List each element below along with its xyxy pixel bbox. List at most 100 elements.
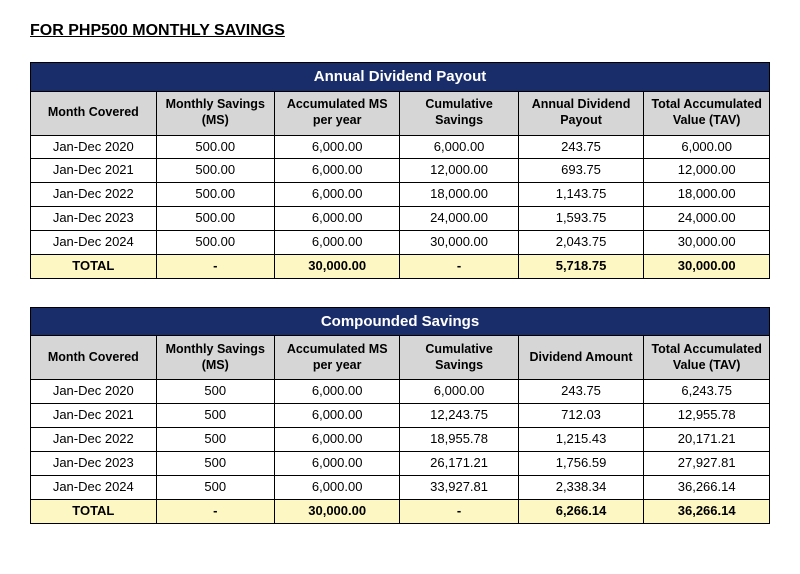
cell: Jan-Dec 2023	[31, 452, 157, 476]
table1-col-2: Accumulated MS per year	[274, 91, 400, 135]
cell: 18,000.00	[644, 183, 770, 207]
cell: 18,000.00	[400, 183, 518, 207]
cell: 500.00	[156, 207, 274, 231]
cell: 500	[156, 428, 274, 452]
table-row: Jan-Dec 2024500.006,000.0030,000.002,043…	[31, 231, 770, 255]
cell: Jan-Dec 2020	[31, 380, 157, 404]
cell: 6,000.00	[274, 159, 400, 183]
cell: 27,927.81	[644, 452, 770, 476]
cell: 500	[156, 404, 274, 428]
cell: 30,000.00	[400, 231, 518, 255]
cell: Jan-Dec 2022	[31, 428, 157, 452]
cell: 693.75	[518, 159, 644, 183]
table-row: Jan-Dec 2022500.006,000.0018,000.001,143…	[31, 183, 770, 207]
cell: 500	[156, 452, 274, 476]
table2-col-3: Cumulative Savings	[400, 336, 518, 380]
cell: 500	[156, 475, 274, 499]
cell: 6,000.00	[274, 380, 400, 404]
table-row: Jan-Dec 20215006,000.0012,243.75712.0312…	[31, 404, 770, 428]
total-cell: 30,000.00	[644, 254, 770, 278]
table-row: Jan-Dec 20205006,000.006,000.00243.756,2…	[31, 380, 770, 404]
cell: 500.00	[156, 183, 274, 207]
table1-col-5: Total Accumulated Value (TAV)	[644, 91, 770, 135]
cell: Jan-Dec 2020	[31, 135, 157, 159]
cell: 30,000.00	[644, 231, 770, 255]
cell: 12,000.00	[400, 159, 518, 183]
total-cell: -	[400, 499, 518, 523]
cell: 6,000.00	[274, 428, 400, 452]
table2-col-1: Monthly Savings (MS)	[156, 336, 274, 380]
table1-col-4: Annual Dividend Payout	[518, 91, 644, 135]
cell: Jan-Dec 2022	[31, 183, 157, 207]
table1-col-0: Month Covered	[31, 91, 157, 135]
cell: 26,171.21	[400, 452, 518, 476]
total-cell: TOTAL	[31, 499, 157, 523]
table-row: Jan-Dec 20235006,000.0026,171.211,756.59…	[31, 452, 770, 476]
cell: 1,756.59	[518, 452, 644, 476]
cell: 712.03	[518, 404, 644, 428]
cell: Jan-Dec 2024	[31, 231, 157, 255]
cell: 2,043.75	[518, 231, 644, 255]
table1-total-row: TOTAL-30,000.00-5,718.7530,000.00	[31, 254, 770, 278]
cell: 6,000.00	[274, 135, 400, 159]
cell: 6,000.00	[274, 452, 400, 476]
cell: 6,243.75	[644, 380, 770, 404]
cell: 1,593.75	[518, 207, 644, 231]
cell: 24,000.00	[644, 207, 770, 231]
compounded-savings-table: Compounded Savings Month Covered Monthly…	[30, 307, 770, 524]
table-row: Jan-Dec 2020500.006,000.006,000.00243.75…	[31, 135, 770, 159]
cell: 20,171.21	[644, 428, 770, 452]
total-cell: 6,266.14	[518, 499, 644, 523]
cell: Jan-Dec 2021	[31, 404, 157, 428]
cell: 33,927.81	[400, 475, 518, 499]
table2-col-4: Dividend Amount	[518, 336, 644, 380]
cell: 243.75	[518, 380, 644, 404]
total-cell: 30,000.00	[274, 254, 400, 278]
total-cell: 36,266.14	[644, 499, 770, 523]
cell: 6,000.00	[274, 207, 400, 231]
table2-header-row: Month Covered Monthly Savings (MS) Accum…	[31, 336, 770, 380]
cell: 6,000.00	[400, 380, 518, 404]
total-cell: -	[156, 254, 274, 278]
total-cell: -	[400, 254, 518, 278]
cell: 500	[156, 380, 274, 404]
cell: 243.75	[518, 135, 644, 159]
cell: 1,215.43	[518, 428, 644, 452]
cell: 6,000.00	[274, 183, 400, 207]
cell: 24,000.00	[400, 207, 518, 231]
cell: 36,266.14	[644, 475, 770, 499]
cell: 18,955.78	[400, 428, 518, 452]
table-row: Jan-Dec 20245006,000.0033,927.812,338.34…	[31, 475, 770, 499]
table-row: Jan-Dec 2023500.006,000.0024,000.001,593…	[31, 207, 770, 231]
page-title: FOR PHP500 MONTHLY SAVINGS	[30, 22, 770, 40]
table1-col-1: Monthly Savings (MS)	[156, 91, 274, 135]
cell: 500.00	[156, 159, 274, 183]
total-cell: -	[156, 499, 274, 523]
cell: 6,000.00	[400, 135, 518, 159]
total-cell: TOTAL	[31, 254, 157, 278]
annual-dividend-table: Annual Dividend Payout Month Covered Mon…	[30, 62, 770, 279]
table1-header-row: Month Covered Monthly Savings (MS) Accum…	[31, 91, 770, 135]
total-cell: 30,000.00	[274, 499, 400, 523]
cell: Jan-Dec 2024	[31, 475, 157, 499]
cell: 6,000.00	[644, 135, 770, 159]
table1-col-3: Cumulative Savings	[400, 91, 518, 135]
table-row: Jan-Dec 20225006,000.0018,955.781,215.43…	[31, 428, 770, 452]
cell: Jan-Dec 2023	[31, 207, 157, 231]
table1-banner: Annual Dividend Payout	[31, 63, 770, 92]
table2-col-5: Total Accumulated Value (TAV)	[644, 336, 770, 380]
table2-col-2: Accumulated MS per year	[274, 336, 400, 380]
cell: 6,000.00	[274, 404, 400, 428]
table2-total-row: TOTAL-30,000.00-6,266.1436,266.14	[31, 499, 770, 523]
cell: 500.00	[156, 135, 274, 159]
cell: 12,955.78	[644, 404, 770, 428]
total-cell: 5,718.75	[518, 254, 644, 278]
cell: 2,338.34	[518, 475, 644, 499]
cell: 12,243.75	[400, 404, 518, 428]
table-row: Jan-Dec 2021500.006,000.0012,000.00693.7…	[31, 159, 770, 183]
table2-col-0: Month Covered	[31, 336, 157, 380]
cell: 1,143.75	[518, 183, 644, 207]
cell: 12,000.00	[644, 159, 770, 183]
cell: 6,000.00	[274, 231, 400, 255]
cell: 500.00	[156, 231, 274, 255]
